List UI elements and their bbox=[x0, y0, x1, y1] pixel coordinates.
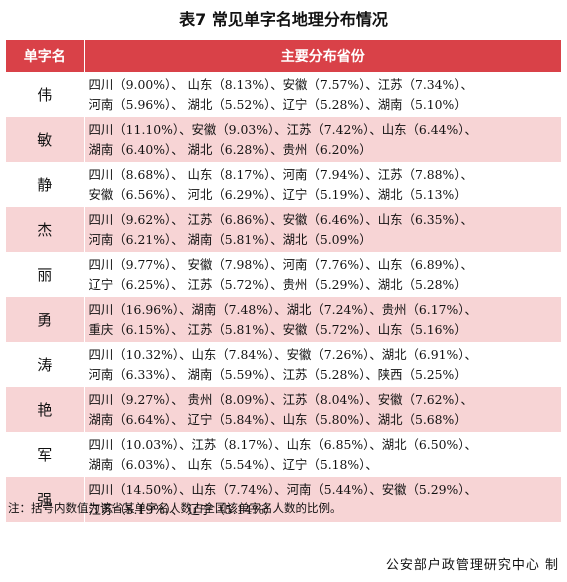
table-header-row: 单字名 主要分布省份 bbox=[6, 40, 561, 72]
table-row: 涛 四川（10.32%）、山东（7.84%）、安徽（7.26%）、湖北（6.91… bbox=[6, 342, 561, 387]
distribution-table: 单字名 主要分布省份 伟 四川（9.00%）、 山东（8.13%）、安徽（7.5… bbox=[6, 40, 561, 522]
row-provinces: 四川（9.27%）、 贵州（8.09%）、江苏（8.04%）、安徽（7.62%）… bbox=[84, 387, 561, 432]
row-provinces: 四川（11.10%）、安徽（9.03%）、江苏（7.42%）、山东（6.44%）… bbox=[84, 117, 561, 162]
provinces-line-2: 重庆（6.15%）、 江苏（5.81%）、安徽（5.72%）、山东（5.16%） bbox=[88, 321, 467, 337]
provinces-line-2: 江苏（5.19%）、 辽宁（5.14%） bbox=[88, 501, 277, 517]
provinces-line-2: 河南（5.96%）、 湖北（5.52%）、辽宁（5.28%）、湖南（5.10%） bbox=[88, 96, 467, 112]
provinces-line-2: 湖南（6.64%）、 辽宁（5.84%）、山东（5.80%）、湖北（5.68%） bbox=[88, 411, 467, 427]
provinces-line-1: 四川（8.68%）、 山东（8.17%）、河南（7.94%）、江苏（7.88%）… bbox=[88, 166, 473, 182]
table-row: 伟 四川（9.00%）、 山东（8.13%）、安徽（7.57%）、江苏（7.34… bbox=[6, 72, 561, 117]
table-row: 杰 四川（9.62%）、 江苏（6.86%）、安徽（6.46%）、山东（6.35… bbox=[6, 207, 561, 252]
provinces-line-2: 湖南（6.40%）、 湖北（6.28%）、贵州（6.20%） bbox=[88, 141, 372, 157]
row-name: 涛 bbox=[6, 342, 85, 387]
provinces-line-1: 四川（9.00%）、 山东（8.13%）、安徽（7.57%）、江苏（7.34%）… bbox=[88, 76, 473, 92]
provinces-line-1: 四川（14.50%）、山东（7.74%）、河南（5.44%）、安徽（5.29%）… bbox=[88, 481, 477, 497]
table-row: 丽 四川（9.77%）、 安徽（7.98%）、河南（7.76%）、山东（6.89… bbox=[6, 252, 561, 297]
provinces-line-2: 安徽（6.56%）、 河北（6.29%）、辽宁（5.19%）、湖北（5.13%） bbox=[88, 186, 467, 202]
row-name: 杰 bbox=[6, 207, 85, 252]
row-provinces: 四川（9.77%）、 安徽（7.98%）、河南（7.76%）、山东（6.89%）… bbox=[84, 252, 561, 297]
provinces-line-2: 辽宁（6.25%）、 江苏（5.72%）、贵州（5.29%）、湖北（5.28%） bbox=[88, 276, 467, 292]
row-name: 强 bbox=[6, 477, 85, 522]
provinces-line-2: 河南（6.21%）、 湖南（5.81%）、湖北（5.09%） bbox=[88, 231, 372, 247]
row-provinces: 四川（14.50%）、山东（7.74%）、河南（5.44%）、安徽（5.29%）… bbox=[84, 477, 561, 522]
table-row: 军 四川（10.03%）、江苏（8.17%）、山东（6.85%）、湖北（6.50… bbox=[6, 432, 561, 477]
row-provinces: 四川（16.96%）、湖南（7.48%）、湖北（7.24%）、贵州（6.17%）… bbox=[84, 297, 561, 342]
provinces-line-1: 四川（11.10%）、安徽（9.03%）、江苏（7.42%）、山东（6.44%）… bbox=[88, 121, 477, 137]
row-provinces: 四川（8.68%）、 山东（8.17%）、河南（7.94%）、江苏（7.88%）… bbox=[84, 162, 561, 207]
header-name: 单字名 bbox=[6, 40, 85, 72]
row-name: 丽 bbox=[6, 252, 85, 297]
header-provinces: 主要分布省份 bbox=[84, 40, 561, 72]
row-name: 勇 bbox=[6, 297, 85, 342]
footnote: 注：括号内数值为该省某单字名人数占全国该单字名人数的比例。 bbox=[8, 501, 342, 515]
source-credit: 公安部户政管理研究中心 制 bbox=[385, 558, 559, 573]
row-provinces: 四川（10.03%）、江苏（8.17%）、山东（6.85%）、湖北（6.50%）… bbox=[84, 432, 561, 477]
row-name: 军 bbox=[6, 432, 85, 477]
table-row: 敏 四川（11.10%）、安徽（9.03%）、江苏（7.42%）、山东（6.44… bbox=[6, 117, 561, 162]
row-provinces: 四川（9.00%）、 山东（8.13%）、安徽（7.57%）、江苏（7.34%）… bbox=[84, 72, 561, 117]
provinces-line-1: 四川（16.96%）、湖南（7.48%）、湖北（7.24%）、贵州（6.17%）… bbox=[88, 301, 477, 317]
row-provinces: 四川（10.32%）、山东（7.84%）、安徽（7.26%）、湖北（6.91%）… bbox=[84, 342, 561, 387]
row-name: 伟 bbox=[6, 72, 85, 117]
row-name: 静 bbox=[6, 162, 85, 207]
table-title: 表7 常见单字名地理分布情况 bbox=[179, 10, 388, 29]
table-row: 强 四川（14.50%）、山东（7.74%）、河南（5.44%）、安徽（5.29… bbox=[6, 477, 561, 522]
row-name: 敏 bbox=[6, 117, 85, 162]
provinces-line-1: 四川（10.03%）、江苏（8.17%）、山东（6.85%）、湖北（6.50%）… bbox=[88, 436, 477, 452]
row-name: 艳 bbox=[6, 387, 85, 432]
row-provinces: 四川（9.62%）、 江苏（6.86%）、安徽（6.46%）、山东（6.35%）… bbox=[84, 207, 561, 252]
table-row: 勇 四川（16.96%）、湖南（7.48%）、湖北（7.24%）、贵州（6.17… bbox=[6, 297, 561, 342]
provinces-line-2: 河南（6.33%）、 湖南（5.59%）、江苏（5.28%）、陕西（5.25%） bbox=[88, 366, 467, 382]
provinces-line-1: 四川（9.62%）、 江苏（6.86%）、安徽（6.46%）、山东（6.35%）… bbox=[88, 211, 473, 227]
provinces-line-1: 四川（9.27%）、 贵州（8.09%）、江苏（8.04%）、安徽（7.62%）… bbox=[88, 391, 473, 407]
table-row: 静 四川（8.68%）、 山东（8.17%）、河南（7.94%）、江苏（7.88… bbox=[6, 162, 561, 207]
provinces-line-2: 湖南（6.03%）、 山东（5.54%）、辽宁（5.18%）、 bbox=[88, 456, 378, 472]
provinces-line-1: 四川（10.32%）、山东（7.84%）、安徽（7.26%）、湖北（6.91%）… bbox=[88, 346, 477, 362]
table-row: 艳 四川（9.27%）、 贵州（8.09%）、江苏（8.04%）、安徽（7.62… bbox=[6, 387, 561, 432]
provinces-line-1: 四川（9.77%）、 安徽（7.98%）、河南（7.76%）、山东（6.89%）… bbox=[88, 256, 473, 272]
